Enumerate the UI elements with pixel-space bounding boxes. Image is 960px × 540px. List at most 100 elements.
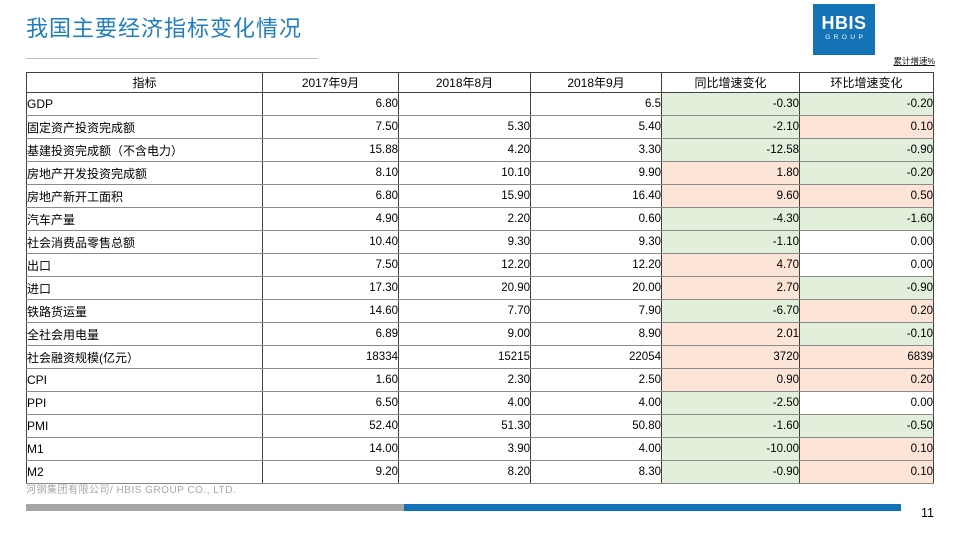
- table-cell: -2.50: [661, 391, 800, 415]
- table-cell: 6839: [799, 345, 934, 369]
- table-row: PPI 6.50 4.00 4.00 -2.50 0.00: [26, 391, 934, 415]
- table-row: 汽车产量 4.90 2.20 0.60 -4.30 -1.60: [26, 207, 934, 231]
- table-cell: -0.10: [799, 322, 934, 346]
- table-cell: 2.20: [398, 207, 531, 231]
- table-cell: 0.00: [799, 230, 934, 254]
- table-cell: 16.40: [530, 184, 662, 208]
- table-cell: 7.90: [530, 299, 662, 323]
- table-cell: 9.30: [530, 230, 662, 254]
- table-cell: 20.90: [398, 276, 531, 300]
- table-cell: 0.10: [799, 115, 934, 139]
- table-row: 社会消费品零售总额 10.40 9.30 9.30 -1.10 0.00: [26, 230, 934, 254]
- column-header: 指标: [26, 72, 263, 93]
- table-cell: 15215: [398, 345, 531, 369]
- column-header: 2018年9月: [530, 72, 662, 93]
- table-cell: 18334: [262, 345, 399, 369]
- table-row: M1 14.00 3.90 4.00 -10.00 0.10: [26, 437, 934, 461]
- table-cell: 22054: [530, 345, 662, 369]
- table-cell: 社会融资规模(亿元）: [26, 345, 263, 369]
- footer-bar-blue: [404, 504, 901, 511]
- table-cell: 7.50: [262, 115, 399, 139]
- table-cell: 9.60: [661, 184, 800, 208]
- column-header: 2017年9月: [262, 72, 399, 93]
- table-cell: 10.10: [398, 161, 531, 185]
- table-cell: 4.70: [661, 253, 800, 277]
- table-cell: 7.50: [262, 253, 399, 277]
- table-cell: 0.50: [799, 184, 934, 208]
- table-cell: 4.00: [398, 391, 531, 415]
- table-cell: CPI: [26, 368, 263, 392]
- table-cell: 6.89: [262, 322, 399, 346]
- table-cell: -2.10: [661, 115, 800, 139]
- table-cell: 0.00: [799, 253, 934, 277]
- logo-text-group: GROUP: [825, 34, 867, 41]
- table-cell: 出口: [26, 253, 263, 277]
- table-cell: 9.30: [398, 230, 531, 254]
- table-row: 固定资产投资完成额 7.50 5.30 5.40 -2.10 0.10: [26, 115, 934, 139]
- table-cell: GDP: [26, 92, 263, 116]
- table-row: 社会融资规模(亿元） 18334 15215 22054 3720 6839: [26, 345, 934, 369]
- table-cell: 4.00: [530, 437, 662, 461]
- table-row: 出口 7.50 12.20 12.20 4.70 0.00: [26, 253, 934, 277]
- column-header: 同比增速变化: [661, 72, 800, 93]
- table-cell: 52.40: [262, 414, 399, 438]
- table-cell: 0.10: [799, 437, 934, 461]
- table-cell: 5.30: [398, 115, 531, 139]
- table-cell: -0.20: [799, 92, 934, 116]
- table-row: PMI 52.40 51.30 50.80 -1.60 -0.50: [26, 414, 934, 438]
- table-cell: 6.80: [262, 92, 399, 116]
- table-cell: 14.00: [262, 437, 399, 461]
- table-cell: 基建投资完成额（不含电力）: [26, 138, 263, 162]
- hbis-logo: HBIS GROUP: [813, 4, 875, 55]
- table-cell: 50.80: [530, 414, 662, 438]
- table-cell: -10.00: [661, 437, 800, 461]
- table-cell: 2.01: [661, 322, 800, 346]
- table-cell: 0.00: [799, 391, 934, 415]
- table-row: 房地产新开工面积 6.80 15.90 16.40 9.60 0.50: [26, 184, 934, 208]
- table-cell: 12.20: [398, 253, 531, 277]
- table-cell: 固定资产投资完成额: [26, 115, 263, 139]
- table-cell: [398, 92, 531, 116]
- table-cell: 15.90: [398, 184, 531, 208]
- page-number: 11: [921, 506, 934, 520]
- column-header: 环比增速变化: [799, 72, 934, 93]
- table-row: 铁路货运量 14.60 7.70 7.90 -6.70 0.20: [26, 299, 934, 323]
- table-cell: 6.50: [262, 391, 399, 415]
- table-cell: 铁路货运量: [26, 299, 263, 323]
- table-cell: -12.58: [661, 138, 800, 162]
- table-row: 进口 17.30 20.90 20.00 2.70 -0.90: [26, 276, 934, 300]
- table-cell: 51.30: [398, 414, 531, 438]
- table-cell: -1.10: [661, 230, 800, 254]
- footer-bar-grey: [26, 504, 404, 511]
- table-row: GDP 6.80 6.5 -0.30 -0.20: [26, 92, 934, 116]
- table-row: M2 9.20 8.20 8.30 -0.90 0.10: [26, 460, 934, 484]
- table-cell: 全社会用电量: [26, 322, 263, 346]
- table-cell: 0.20: [799, 368, 934, 392]
- table-cell: 0.90: [661, 368, 800, 392]
- column-header: 2018年8月: [398, 72, 531, 93]
- table-cell: -6.70: [661, 299, 800, 323]
- table-cell: 2.70: [661, 276, 800, 300]
- table-cell: 9.90: [530, 161, 662, 185]
- table-cell: 5.40: [530, 115, 662, 139]
- table-cell: 4.20: [398, 138, 531, 162]
- table-cell: -0.30: [661, 92, 800, 116]
- table-cell: 3.90: [398, 437, 531, 461]
- table-cell: PPI: [26, 391, 263, 415]
- table-header-row: 指标 2017年9月 2018年8月 2018年9月 同比增速变化 环比增速变化: [26, 72, 934, 93]
- table-cell: 4.00: [530, 391, 662, 415]
- table-cell: 20.00: [530, 276, 662, 300]
- table-cell: 8.20: [398, 460, 531, 484]
- table-cell: 12.20: [530, 253, 662, 277]
- footer-company: 河钢集团有限公司/ HBIS GROUP CO., LTD.: [26, 485, 237, 496]
- table-cell: 8.90: [530, 322, 662, 346]
- table-cell: 房地产开发投资完成额: [26, 161, 263, 185]
- table-cell: 9.20: [262, 460, 399, 484]
- table-cell: -1.60: [661, 414, 800, 438]
- table-row: 基建投资完成额（不含电力） 15.88 4.20 3.30 -12.58 -0.90: [26, 138, 934, 162]
- table-cell: 3720: [661, 345, 800, 369]
- table-cell: 社会消费品零售总额: [26, 230, 263, 254]
- table-cell: 4.90: [262, 207, 399, 231]
- table-row: CPI 1.60 2.30 2.50 0.90 0.20: [26, 368, 934, 392]
- table-cell: 10.40: [262, 230, 399, 254]
